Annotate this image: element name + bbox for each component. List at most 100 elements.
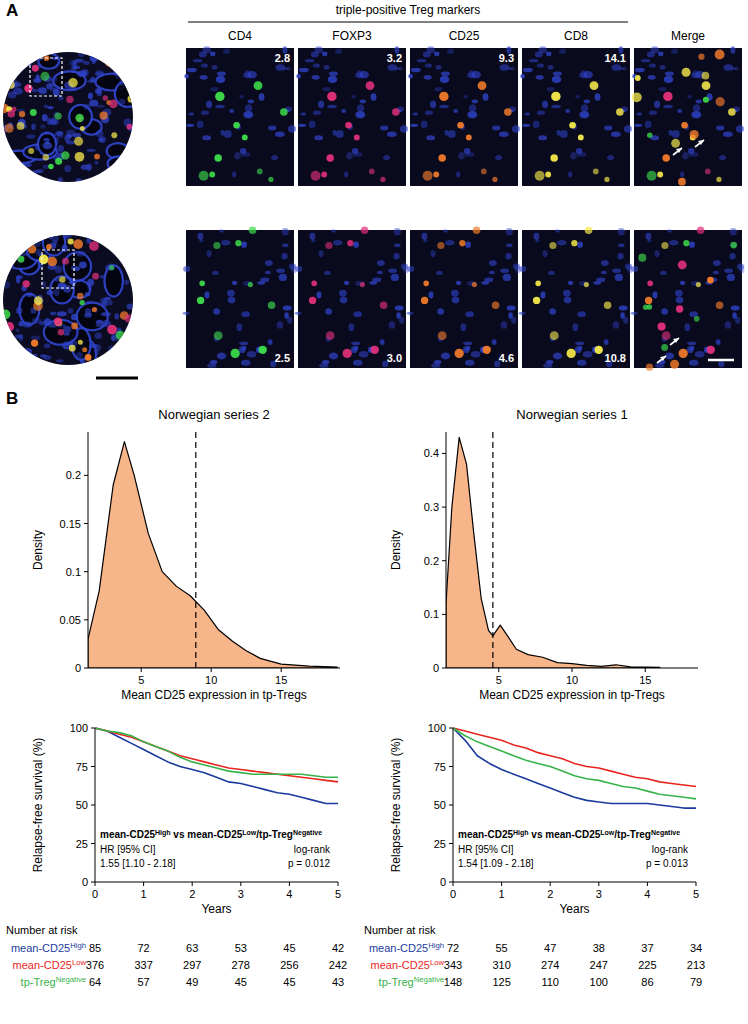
nucleus [447, 49, 454, 54]
stained-cell [702, 81, 711, 90]
x-tick [598, 882, 599, 886]
text-run: CD4 [228, 29, 252, 43]
mfi-value: 14.1 [605, 52, 626, 64]
x-tick-label: 5 [138, 674, 144, 686]
nucleus [32, 354, 37, 357]
nucleus [687, 341, 696, 345]
nucleus [69, 281, 77, 284]
nucleus [34, 174, 39, 179]
nucleus [631, 266, 638, 272]
nucleus [6, 355, 16, 363]
stained-cell [231, 349, 240, 358]
y-tick [84, 619, 88, 620]
stained-cell [58, 329, 65, 336]
stained-cell [702, 72, 710, 80]
scale-bar [96, 377, 138, 380]
panel-label: B [6, 389, 18, 408]
stained-cell [321, 171, 327, 177]
nucleus [730, 253, 736, 259]
gland [38, 53, 59, 68]
stained-cell [257, 169, 263, 175]
nucleus [371, 93, 377, 101]
nucleus [359, 351, 368, 358]
stained-cell [79, 300, 84, 305]
text-run: 15 [275, 674, 287, 686]
nucleus [563, 290, 571, 297]
nucleus [276, 269, 285, 273]
survival-curve [95, 728, 338, 803]
stained-cell [109, 100, 118, 109]
nucleus [353, 311, 362, 317]
nucleus [0, 81, 8, 84]
stained-cell [268, 177, 273, 182]
stained-cell [584, 282, 589, 287]
nucleus [95, 72, 105, 77]
nucleus [481, 281, 489, 285]
micrograph [407, 226, 521, 368]
stained-cell [74, 137, 83, 146]
y-tick [449, 843, 453, 844]
micrograph [632, 46, 744, 186]
stained-cell [578, 135, 584, 141]
x-tick [240, 882, 241, 886]
stained-cell [69, 345, 76, 352]
text-run: 1 [499, 888, 505, 900]
nucleus [127, 303, 133, 309]
nucleus [97, 363, 103, 367]
stained-cell [550, 154, 557, 161]
nucleus [565, 109, 570, 113]
y-tick-label: 0 [440, 876, 446, 888]
micrograph-background [522, 48, 630, 186]
nucleus [311, 239, 315, 242]
nucleus [227, 290, 235, 297]
text-run: HR [95% CI] [100, 844, 156, 855]
micrograph-background [186, 230, 294, 368]
y-tick [442, 614, 446, 615]
nucleus [556, 130, 560, 136]
stained-cell [77, 293, 84, 300]
nucleus [676, 297, 684, 304]
nucleus [492, 339, 497, 345]
text-run: 0.3 [424, 501, 439, 513]
stained-cell [421, 297, 428, 304]
nucleus [524, 112, 530, 115]
nucleus [83, 61, 90, 65]
superscript: Low [242, 829, 257, 836]
nucleus [13, 353, 19, 359]
nucleus [346, 152, 353, 159]
stained-cell [662, 154, 669, 161]
nucleus [436, 65, 442, 70]
text-run: Number at risk [6, 924, 78, 936]
nucleus [407, 312, 414, 315]
nucleus [202, 135, 211, 140]
x-tick-label: 2 [189, 888, 195, 900]
nucleus [288, 125, 296, 132]
stained-cell [40, 72, 49, 81]
text-run: Merge [671, 29, 705, 43]
stained-cell [638, 254, 646, 262]
x-tick [143, 882, 144, 886]
at-risk-count: 45 [283, 942, 295, 954]
nucleus [645, 121, 652, 128]
at-risk-count: 57 [137, 976, 149, 988]
nucleus [32, 170, 42, 173]
nucleus [667, 229, 672, 233]
at-risk-count: 125 [492, 976, 510, 988]
nucleus [62, 245, 68, 252]
nucleus [732, 312, 737, 319]
gland [115, 81, 141, 107]
stained-cell [662, 331, 671, 340]
text-run: 49 [186, 976, 198, 988]
nucleus [92, 57, 96, 64]
nucleus [519, 266, 526, 272]
nucleus [421, 121, 428, 128]
nucleus [351, 341, 360, 345]
stained-cell [5, 322, 14, 331]
nucleus [542, 250, 547, 257]
nucleus [113, 70, 120, 76]
nucleus [434, 52, 439, 57]
x-tick [501, 882, 502, 886]
x-tick [141, 668, 142, 672]
nucleus [265, 260, 273, 266]
nucleus [101, 312, 111, 316]
